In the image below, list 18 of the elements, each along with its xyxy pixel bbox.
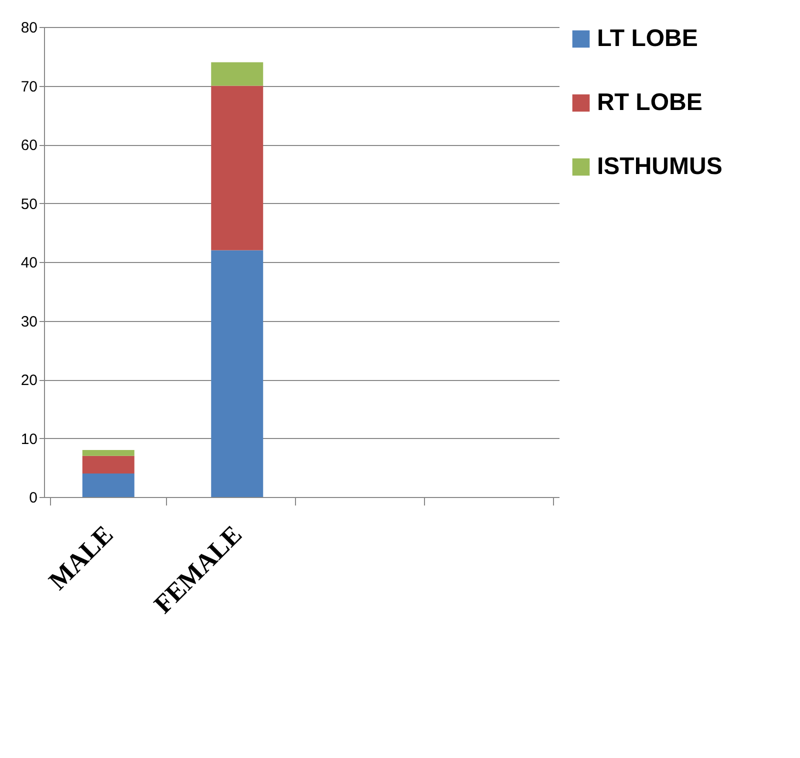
bar xyxy=(211,62,264,86)
y-tick-label: 70 xyxy=(20,78,38,96)
bar xyxy=(82,456,134,474)
bar xyxy=(211,86,264,250)
bar xyxy=(82,474,134,497)
bar xyxy=(211,250,264,497)
y-tick-label: 20 xyxy=(20,372,38,389)
y-tick-label: 10 xyxy=(20,430,38,448)
legend-label: RT LOBE xyxy=(597,89,702,116)
y-tick-label: 60 xyxy=(20,137,38,154)
y-tick-label: 50 xyxy=(20,196,38,213)
y-tick-label: 40 xyxy=(20,254,38,272)
y-tick-label: 30 xyxy=(20,313,38,330)
legend-label: LT LOBE xyxy=(597,25,698,52)
legend-label: ISTHUMUS xyxy=(597,153,722,180)
bar xyxy=(82,450,134,456)
y-tick-label: 80 xyxy=(20,20,38,36)
y-tick-label: 0 xyxy=(29,490,38,506)
